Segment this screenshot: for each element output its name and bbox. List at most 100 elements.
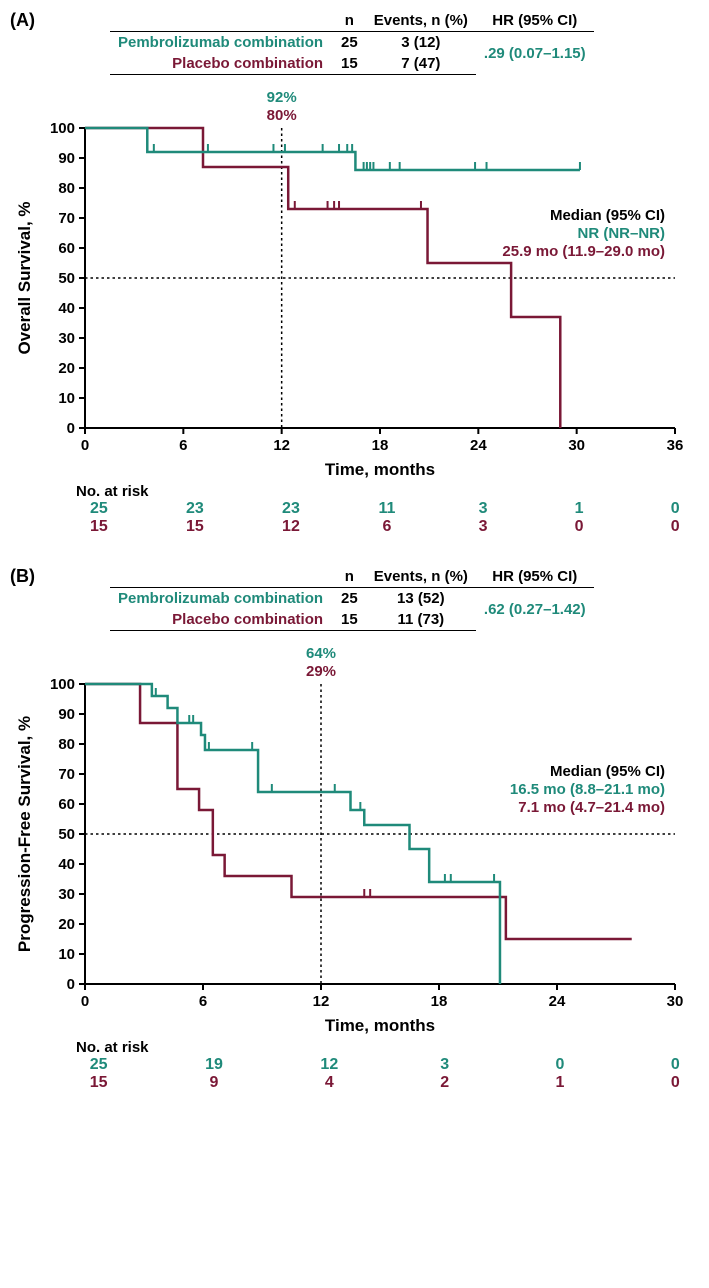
risk-value: 12: [306, 1056, 353, 1074]
risk-value: 4: [306, 1074, 353, 1092]
risk-row: 1594210: [70, 1074, 699, 1092]
svg-text:80: 80: [58, 180, 75, 197]
stats-header: HR (95% CI): [476, 10, 594, 32]
panel-a-chart: 0102030405060708090100061218243036Overal…: [10, 83, 699, 483]
risk-value: 19: [190, 1056, 237, 1074]
svg-text:10: 10: [58, 946, 75, 963]
svg-text:0: 0: [67, 420, 75, 437]
panel-b-chart: 01020304050607080901000612182430Progress…: [10, 639, 699, 1039]
svg-text:30: 30: [58, 330, 75, 347]
risk-value: 2: [421, 1074, 468, 1092]
stats-n: 15: [333, 53, 366, 75]
panel-a-stats-table: nEvents, n (%)HR (95% CI) Pembrolizumab …: [110, 10, 594, 75]
svg-text:16.5 mo (8.8–21.1 mo): 16.5 mo (8.8–21.1 mo): [510, 781, 665, 798]
stats-events: 3 (12): [366, 32, 476, 54]
panel-a-label: (A): [10, 10, 35, 31]
svg-text:100: 100: [50, 120, 75, 137]
svg-text:Overall Survival, %: Overall Survival, %: [15, 201, 34, 354]
svg-text:18: 18: [372, 437, 389, 454]
svg-text:60: 60: [58, 240, 75, 257]
stats-events: 11 (73): [366, 609, 476, 631]
panel-b: (B) nEvents, n (%)HR (95% CI) Pembrolizu…: [10, 566, 699, 1092]
risk-row: 25232311310: [70, 500, 699, 518]
svg-text:30: 30: [58, 886, 75, 903]
stats-hr: .62 (0.27–1.42): [476, 588, 594, 631]
risk-value: 1: [555, 500, 603, 518]
risk-value: 0: [652, 1056, 699, 1074]
stats-header: [110, 566, 333, 588]
svg-text:12: 12: [313, 993, 330, 1010]
svg-text:NR (NR–NR): NR (NR–NR): [578, 225, 666, 242]
svg-text:25.9 mo (11.9–29.0 mo): 25.9 mo (11.9–29.0 mo): [502, 243, 665, 260]
risk-value: 25: [75, 500, 123, 518]
svg-text:100: 100: [50, 676, 75, 693]
risk-value: 15: [75, 518, 123, 536]
svg-text:50: 50: [58, 826, 75, 843]
svg-text:7.1 mo (4.7–21.4 mo): 7.1 mo (4.7–21.4 mo): [518, 799, 665, 816]
risk-value: 15: [171, 518, 219, 536]
panel-a-risk-table: No. at risk 252323113101515126300: [70, 483, 699, 536]
svg-text:40: 40: [58, 856, 75, 873]
svg-text:Median (95% CI): Median (95% CI): [550, 763, 665, 780]
stats-events: 7 (47): [366, 53, 476, 75]
svg-text:Progression-Free Survival, %: Progression-Free Survival, %: [15, 716, 34, 952]
risk-value: 23: [171, 500, 219, 518]
risk-value: 6: [363, 518, 411, 536]
svg-text:92%: 92%: [267, 89, 297, 106]
svg-text:20: 20: [58, 360, 75, 377]
stats-header: n: [333, 566, 366, 588]
svg-text:24: 24: [470, 437, 487, 454]
svg-text:6: 6: [179, 437, 187, 454]
svg-text:36: 36: [667, 437, 684, 454]
risk-value: 25: [75, 1056, 122, 1074]
risk-value: 0: [651, 518, 699, 536]
svg-text:0: 0: [67, 976, 75, 993]
stats-n: 25: [333, 588, 366, 610]
risk-row: 15 15 12 6 3 0 0: [70, 518, 699, 536]
stats-hr: .29 (0.07–1.15): [476, 32, 594, 75]
stats-header: n: [333, 10, 366, 32]
risk-value: 0: [555, 518, 603, 536]
svg-text:6: 6: [199, 993, 207, 1010]
svg-text:0: 0: [81, 993, 89, 1010]
stats-header: [110, 10, 333, 32]
risk-value: 0: [536, 1056, 583, 1074]
risk-value: 0: [652, 1074, 699, 1092]
risk-value: 3: [459, 518, 507, 536]
panel-b-stats-table: nEvents, n (%)HR (95% CI) Pembrolizumab …: [110, 566, 594, 631]
stats-header: Events, n (%): [366, 566, 476, 588]
stats-header: Events, n (%): [366, 10, 476, 32]
svg-text:64%: 64%: [306, 645, 336, 662]
svg-text:Median (95% CI): Median (95% CI): [550, 207, 665, 224]
stats-row-label: Placebo combination: [110, 53, 333, 75]
risk-value: 3: [459, 500, 507, 518]
svg-text:29%: 29%: [306, 663, 336, 680]
panel-a: (A) nEvents, n (%)HR (95% CI) Pembrolizu…: [10, 10, 699, 536]
svg-text:60: 60: [58, 796, 75, 813]
risk-value: 3: [421, 1056, 468, 1074]
svg-text:90: 90: [58, 150, 75, 167]
risk-value: 0: [651, 500, 699, 518]
svg-text:70: 70: [58, 210, 75, 227]
risk-title-a: No. at risk: [76, 483, 699, 500]
svg-text:Time, months: Time, months: [325, 1016, 435, 1035]
stats-events: 13 (52): [366, 588, 476, 610]
stats-n: 15: [333, 609, 366, 631]
risk-row: 25 19 12 3 0 0: [70, 1056, 699, 1074]
svg-text:18: 18: [431, 993, 448, 1010]
svg-text:12: 12: [273, 437, 290, 454]
risk-value: 12: [267, 518, 315, 536]
svg-text:40: 40: [58, 300, 75, 317]
svg-text:80%: 80%: [267, 107, 297, 124]
risk-value: 9: [190, 1074, 237, 1092]
panel-b-risk-table: No. at risk 2519123001594210: [70, 1039, 699, 1092]
risk-value: 1: [536, 1074, 583, 1092]
risk-title-b: No. at risk: [76, 1039, 699, 1056]
stats-row-label: Placebo combination: [110, 609, 333, 631]
risk-value: 11: [363, 500, 411, 518]
svg-text:80: 80: [58, 736, 75, 753]
svg-text:24: 24: [549, 993, 566, 1010]
stats-row-label: Pembrolizumab combination: [110, 32, 333, 54]
svg-text:10: 10: [58, 390, 75, 407]
stats-header: HR (95% CI): [476, 566, 594, 588]
